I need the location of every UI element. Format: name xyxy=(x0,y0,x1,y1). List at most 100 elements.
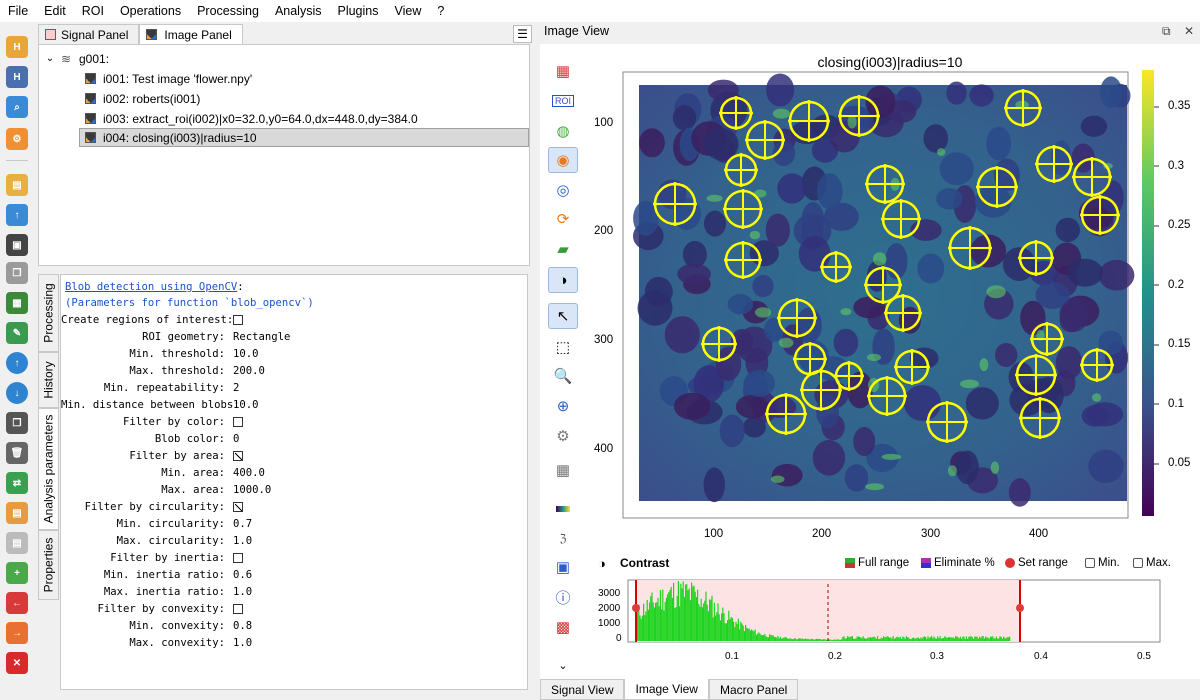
menu-edit[interactable]: Edit xyxy=(44,4,66,18)
menu-file[interactable]: File xyxy=(8,4,29,18)
image-cell xyxy=(1098,330,1123,355)
tab-signal-view[interactable]: Signal View xyxy=(540,679,625,700)
menu-analysis[interactable]: Analysis xyxy=(274,4,322,18)
menu-view[interactable]: View xyxy=(394,4,422,18)
rect-select-icon[interactable]: ⬚ xyxy=(555,339,571,356)
remove-roi-icon[interactable]: ← xyxy=(6,592,28,614)
new-group-icon[interactable]: ▦ xyxy=(6,292,28,314)
eliminate-outliers-button[interactable]: Eliminate % xyxy=(921,557,995,569)
tree-item[interactable]: i003: extract_roi(i002)|x0=32.0,y0=64.0,… xyxy=(39,109,529,128)
copy-icon[interactable]: ❐ xyxy=(6,412,28,434)
histogram-bar xyxy=(854,638,856,641)
tab-signal-panel[interactable]: Signal Panel xyxy=(38,24,140,44)
tree-group[interactable]: ⌄ ≋ g001: xyxy=(39,49,529,68)
parameter-value[interactable]: 10.0 xyxy=(233,398,259,411)
tab-history[interactable]: History xyxy=(38,352,59,408)
grid-icon[interactable]: ▦ xyxy=(555,462,571,479)
parameters-title[interactable]: Blob detection using OpenCV: xyxy=(65,281,244,293)
tab-properties[interactable]: Properties xyxy=(38,530,59,600)
histogram-bar xyxy=(638,604,640,641)
info-icon[interactable]: ⓘ xyxy=(555,589,571,607)
menu-plugins[interactable]: Plugins xyxy=(337,4,379,18)
move-up-icon[interactable]: ↑ xyxy=(6,352,28,374)
delete-icon[interactable]: 🗑 xyxy=(6,442,28,464)
roi-icon[interactable]: ROI xyxy=(548,88,578,114)
list-menu-icon[interactable]: ☰ xyxy=(513,25,532,43)
full-range-button[interactable]: Full range xyxy=(845,557,909,569)
transfer-icon[interactable]: ⇄ xyxy=(6,472,28,494)
rename-icon[interactable]: ✎ xyxy=(6,322,28,344)
gear-icon[interactable]: ⚙ xyxy=(556,428,570,445)
new-hdf5-icon[interactable]: H xyxy=(6,36,28,58)
menu-processing[interactable]: Processing xyxy=(197,4,259,18)
duplicate-icon[interactable]: ❐ xyxy=(6,262,28,284)
add-roi-icon[interactable]: + xyxy=(6,562,28,584)
parameter-checkbox[interactable] xyxy=(233,416,243,427)
palette-icon[interactable]: ▩ xyxy=(555,619,571,636)
calendar-icon[interactable]: ▦ xyxy=(555,63,571,80)
tab-analysis-parameters[interactable]: Analysis parameters xyxy=(38,408,59,530)
parameter-checkbox[interactable] xyxy=(233,314,243,325)
paste-metadata-icon[interactable]: ▤ xyxy=(6,532,28,554)
settings-icon[interactable]: ⚙ xyxy=(6,128,28,150)
chat-icon[interactable]: ▰ xyxy=(557,241,569,258)
tree-item[interactable]: i002: roberts(i001) xyxy=(39,89,529,108)
import-icon[interactable]: ↑ xyxy=(6,204,28,226)
tree-item[interactable]: i001: Test image 'flower.npy' xyxy=(39,69,529,88)
tab-processing[interactable]: Processing xyxy=(38,274,59,352)
parameter-value[interactable]: Rectangle xyxy=(233,330,291,343)
parameter-value[interactable]: 1.0 xyxy=(233,585,253,598)
more-icon[interactable]: ⌄ xyxy=(558,659,568,672)
eye-icon[interactable]: ◎ xyxy=(556,182,570,199)
paste-icon[interactable]: ▤ xyxy=(6,502,28,524)
collapse-icon[interactable]: ⌄ xyxy=(45,53,55,64)
contrast-title: Contrast xyxy=(620,556,670,570)
clear-icon[interactable]: ✕ xyxy=(6,652,28,674)
log-scale-icon[interactable]: ℨ xyxy=(559,532,567,545)
parameter-value[interactable]: 1000.0 xyxy=(233,483,272,496)
zoom-icon[interactable]: 🔍 xyxy=(553,368,573,385)
menu-operations[interactable]: Operations xyxy=(119,4,182,18)
annotation-icon[interactable]: ◍ xyxy=(556,123,570,140)
save-hdf5-icon[interactable]: H xyxy=(6,66,28,88)
close-icon[interactable]: ✕ xyxy=(1184,24,1195,38)
float-icon[interactable]: ⧉ xyxy=(1162,24,1171,38)
cursor-icon[interactable]: ◉ xyxy=(548,147,578,173)
parameter-value[interactable]: 400.0 xyxy=(233,466,265,479)
parameter-value[interactable]: 1.0 xyxy=(233,534,253,547)
min-button[interactable]: Min. xyxy=(1085,557,1120,569)
image-cell xyxy=(844,464,869,492)
tab-image-panel[interactable]: Image Panel xyxy=(139,24,243,44)
parameter-checkbox[interactable] xyxy=(233,552,243,563)
parameter-value[interactable]: 200.0 xyxy=(233,364,265,377)
colormap-icon[interactable] xyxy=(548,496,578,522)
parameter-value[interactable]: 0.6 xyxy=(233,568,253,581)
tree-item-selected[interactable]: i004: closing(i003)|radius=10 xyxy=(79,128,529,147)
refresh-icon[interactable]: ⟳ xyxy=(556,211,570,228)
contrast-icon[interactable]: ◑ xyxy=(548,267,578,293)
export-roi-icon[interactable]: → xyxy=(6,622,28,644)
select-arrow-icon[interactable]: ↖ xyxy=(548,303,578,329)
parameter-checkbox[interactable] xyxy=(233,501,243,512)
tab-macro-panel[interactable]: Macro Panel xyxy=(708,679,799,700)
zoom-fit-icon[interactable]: ⊕ xyxy=(556,398,570,415)
parameter-value[interactable]: 0.8 xyxy=(233,619,253,632)
parameter-value[interactable]: 10.0 xyxy=(233,347,259,360)
move-down-icon[interactable]: ↓ xyxy=(6,382,28,404)
parameter-value[interactable]: 0.7 xyxy=(233,517,253,530)
parameter-value[interactable]: 0 xyxy=(233,432,240,445)
browse-hdf5-icon[interactable]: ⌕ xyxy=(6,96,28,118)
tab-image-view[interactable]: Image View xyxy=(624,679,709,700)
menu-roi[interactable]: ROI xyxy=(81,4,104,18)
parameter-value[interactable]: 2 xyxy=(233,381,240,394)
max-button[interactable]: Max. xyxy=(1133,557,1171,569)
open-image-icon[interactable]: ▤ xyxy=(6,174,28,196)
snapshot-icon[interactable]: ▣ xyxy=(555,559,571,576)
parameter-value[interactable]: 1.0 xyxy=(233,636,253,649)
menu-help[interactable]: ? xyxy=(437,4,445,18)
parameter-checkbox[interactable] xyxy=(233,450,243,461)
parameter-checkbox[interactable] xyxy=(233,603,243,614)
save-image-icon[interactable]: ▣ xyxy=(6,234,28,256)
set-range-button[interactable]: Set range xyxy=(1005,557,1068,569)
